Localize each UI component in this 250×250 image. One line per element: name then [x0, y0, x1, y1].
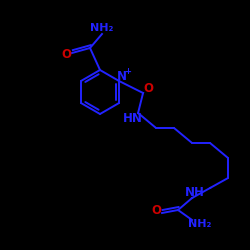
Text: NH₂: NH₂: [188, 219, 212, 229]
Text: O: O: [61, 48, 71, 62]
Text: +: +: [124, 68, 132, 76]
Text: O: O: [151, 204, 161, 218]
Text: HN: HN: [123, 112, 143, 124]
Text: O: O: [143, 82, 153, 94]
Text: NH: NH: [185, 186, 205, 200]
Text: NH₂: NH₂: [90, 23, 114, 33]
Text: N: N: [117, 70, 127, 82]
